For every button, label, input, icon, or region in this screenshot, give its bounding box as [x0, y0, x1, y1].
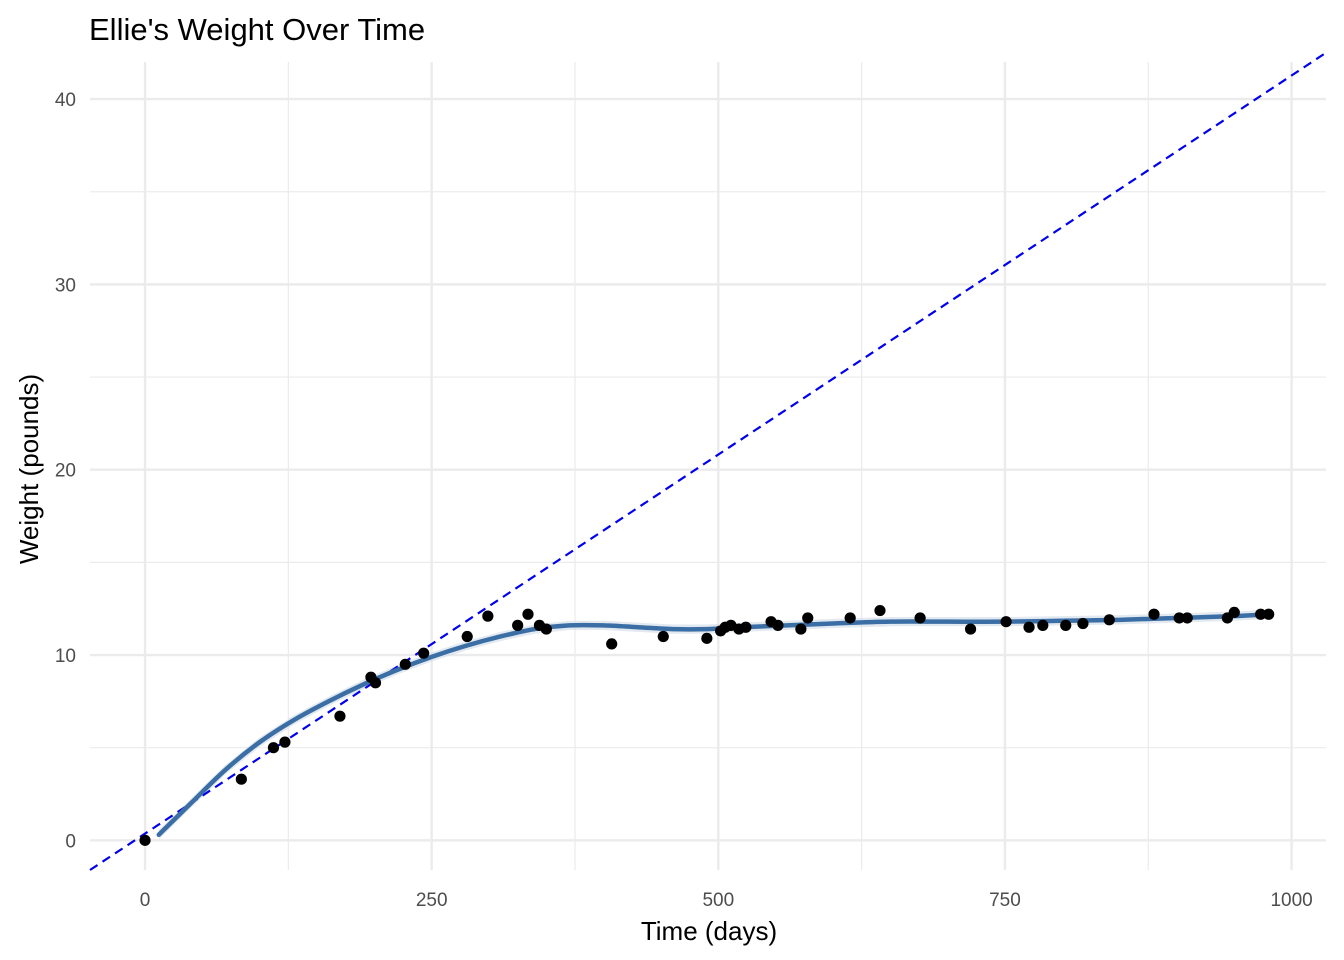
weight-point: [399, 658, 411, 670]
chart-title: Ellie's Weight Over Time: [89, 12, 425, 47]
weight-point: [235, 773, 247, 785]
weight-point: [1148, 608, 1160, 620]
x-tick-label: 750: [989, 890, 1021, 911]
x-tick-label: 1000: [1270, 890, 1312, 911]
x-tick-label: 500: [702, 890, 734, 911]
weight-point: [279, 736, 291, 748]
y-axis-ticks: 0 10 20 30 40: [55, 90, 76, 852]
weight-point: [512, 619, 524, 631]
weight-point: [418, 647, 430, 659]
weight-point: [964, 623, 977, 635]
weight-point: [844, 612, 856, 624]
smooth-confidence-band: [158, 609, 1269, 840]
y-tick-label: 10: [55, 646, 76, 667]
weight-point: [1037, 619, 1049, 631]
weight-point: [461, 630, 473, 643]
weight-point: [874, 604, 886, 617]
x-tick-label: 0: [140, 890, 151, 911]
weight-point: [1173, 612, 1185, 624]
weight-point: [369, 677, 382, 689]
reference-dashed-line: [89, 51, 1327, 871]
smooth-curve: [156, 612, 1271, 838]
weight-point: [267, 742, 280, 754]
weight-point: [802, 612, 814, 624]
weight-point: [1255, 608, 1267, 620]
weight-point: [522, 608, 534, 620]
weight-point: [1000, 616, 1012, 628]
y-tick-label: 20: [55, 461, 76, 482]
weight-point: [772, 619, 784, 631]
weight-point: [1077, 617, 1089, 630]
confidence-ribbon: [158, 609, 1269, 840]
weight-point: [701, 632, 713, 644]
x-tick-label: 250: [416, 890, 448, 911]
smooth-trend-line: [156, 612, 1271, 838]
weight-point: [334, 710, 346, 722]
weight-point: [1060, 619, 1072, 631]
weight-point: [914, 612, 926, 624]
y-tick-label: 40: [55, 90, 76, 111]
y-axis-title: Weight (pounds): [14, 374, 44, 564]
weight-point: [606, 638, 618, 650]
weight-point: [1181, 612, 1193, 624]
weight-point: [540, 623, 552, 635]
reference-line: [89, 51, 1327, 871]
x-axis-title: Time (days): [641, 916, 777, 946]
grid: [90, 62, 1326, 870]
y-tick-label: 0: [65, 831, 76, 852]
weight-point: [740, 621, 752, 633]
weight-point: [657, 630, 669, 643]
x-axis-ticks: 0 250 500 750 1000: [140, 890, 1313, 911]
weight-point: [139, 834, 151, 846]
weight-point: [1023, 621, 1035, 633]
weight-point: [795, 623, 807, 635]
y-tick-label: 30: [55, 275, 76, 296]
weight-point: [1228, 606, 1240, 619]
weight-point: [482, 610, 494, 622]
weight-points: [139, 604, 1275, 846]
weight-point: [1263, 608, 1275, 620]
weight-point: [1103, 614, 1115, 626]
